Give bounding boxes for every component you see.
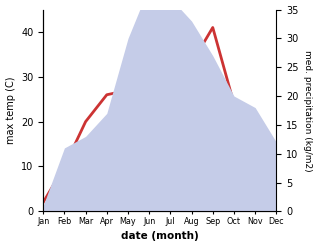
X-axis label: date (month): date (month) [121,231,199,242]
Y-axis label: max temp (C): max temp (C) [5,77,16,144]
Y-axis label: med. precipitation (kg/m2): med. precipitation (kg/m2) [303,50,313,171]
